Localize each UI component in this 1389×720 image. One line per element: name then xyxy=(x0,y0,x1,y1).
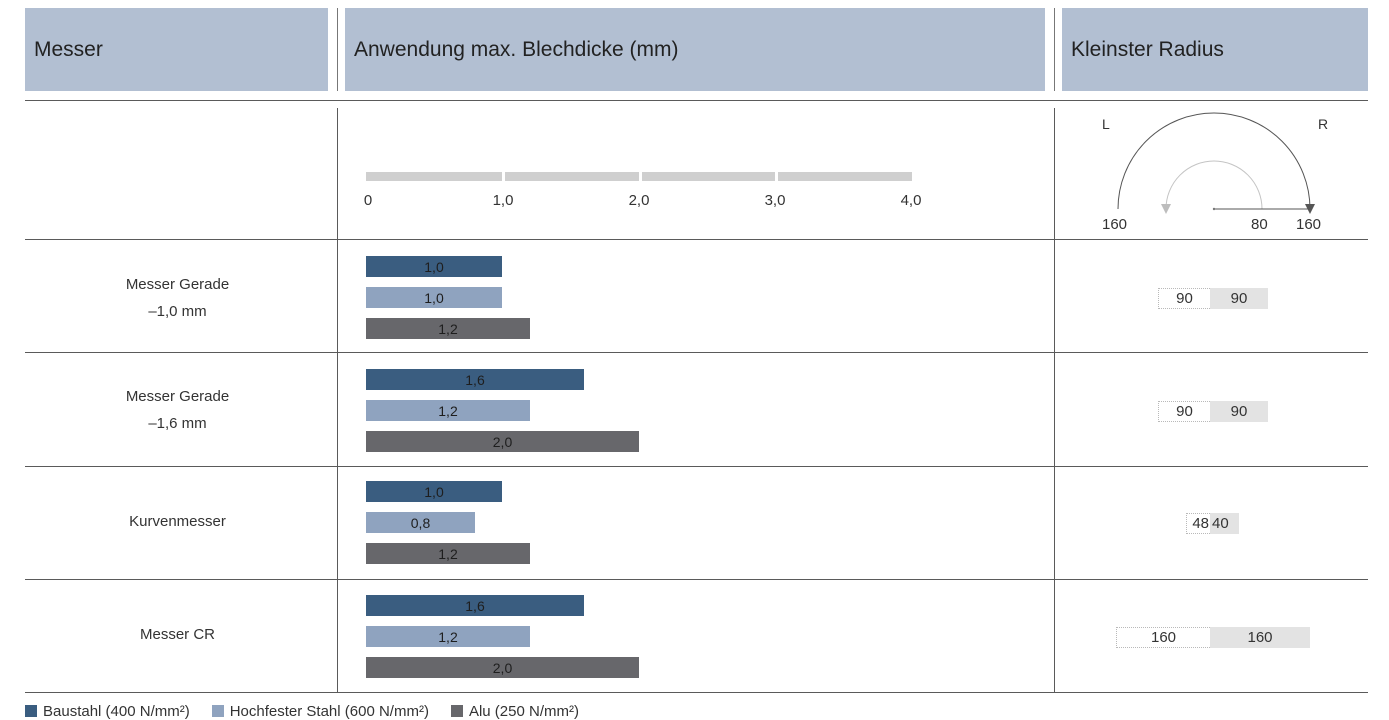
radius-right-value: 40 xyxy=(1212,515,1229,532)
tick-label-1: 1,0 xyxy=(492,192,514,209)
radius-right-box: 90 xyxy=(1210,401,1268,422)
radius-left-box: 90 xyxy=(1158,288,1210,309)
row-label-line2: –1,0 mm xyxy=(148,303,207,320)
grid-line xyxy=(25,579,1368,580)
legend-item-hochfester-stahl: Hochfester Stahl (600 N/mm²) xyxy=(211,703,429,720)
radius-left-value: 48 xyxy=(1192,515,1209,532)
tick-label-0: 0 xyxy=(363,192,373,209)
diagram-label-r: R xyxy=(1318,116,1329,132)
scale-divider xyxy=(775,172,778,181)
row-label-messer-cr: Messer CR xyxy=(25,621,330,648)
legend-swatch xyxy=(25,705,37,717)
legend-label: Baustahl (400 N/mm²) xyxy=(43,703,190,720)
row-label-line1: Messer CR xyxy=(139,626,215,643)
column-divider-2 xyxy=(1054,108,1055,692)
bar-hochfester-stahl: 0,8 xyxy=(366,512,475,533)
bar-value-label: 1,0 xyxy=(424,483,444,500)
radius-right-box: 90 xyxy=(1210,288,1268,309)
diagram-label-160-left: 160 xyxy=(1102,216,1128,233)
inner-radius-arc xyxy=(1161,160,1263,214)
bar-baustahl: 1,6 xyxy=(366,595,584,616)
bar-hochfester-stahl: 1,0 xyxy=(366,287,502,308)
radius-right-box: 40 xyxy=(1210,513,1239,534)
row-label-line2: –1,6 mm xyxy=(148,415,207,432)
header-radius-label: Kleinster Radius xyxy=(1071,37,1224,61)
diagram-label-l: L xyxy=(1102,116,1110,132)
bar-value-label: 1,0 xyxy=(424,258,444,275)
bar-value-label: 1,6 xyxy=(465,371,485,388)
bar-alu: 2,0 xyxy=(366,657,639,678)
diagram-label-160-right: 160 xyxy=(1296,216,1322,233)
bar-hochfester-stahl: 1,2 xyxy=(366,626,530,647)
tick-label-2: 2,0 xyxy=(628,192,650,209)
grid-line xyxy=(25,100,1368,101)
grid-line xyxy=(25,352,1368,353)
grid-line xyxy=(25,239,1368,240)
scale-divider xyxy=(639,172,642,181)
header-blechdicke: Anwendung max. Blechdicke (mm) xyxy=(345,8,1045,91)
bar-value-label: 2,0 xyxy=(492,433,513,450)
radius-right-value: 90 xyxy=(1230,290,1248,307)
radius-left-value: 90 xyxy=(1176,290,1193,307)
grid-line xyxy=(25,692,1368,693)
header-blechdicke-label: Anwendung max. Blechdicke (mm) xyxy=(354,37,679,61)
legend-label: Hochfester Stahl (600 N/mm²) xyxy=(229,703,429,720)
bar-value-label: 0,8 xyxy=(410,514,431,531)
row-label-messer-gerade-16: Messer Gerade –1,6 mm xyxy=(25,383,330,437)
legend-item-alu: Alu (250 N/mm²) xyxy=(450,703,579,720)
bar-baustahl: 1,0 xyxy=(366,256,502,277)
header-messer-label: Messer xyxy=(34,37,103,61)
bar-value-label: 1,2 xyxy=(438,402,458,419)
bar-value-label: 1,2 xyxy=(438,320,458,337)
bar-alu: 1,2 xyxy=(366,318,530,339)
row-label-line1: Messer Gerade xyxy=(125,276,230,293)
grid-line xyxy=(25,466,1368,467)
scale-divider xyxy=(502,172,505,181)
tick-label-3: 3,0 xyxy=(764,192,786,209)
header-separator-1 xyxy=(337,8,338,91)
legend-label: Alu (250 N/mm²) xyxy=(468,703,579,720)
header-radius: Kleinster Radius xyxy=(1062,8,1368,91)
radius-left-box: 48 xyxy=(1186,513,1210,534)
radius-left-value: 160 xyxy=(1150,629,1177,646)
legend: Baustahl (400 N/mm²) Hochfester Stahl (6… xyxy=(25,703,579,720)
radius-right-value: 90 xyxy=(1230,403,1248,420)
legend-swatch xyxy=(211,705,224,717)
bar-value-label: 2,0 xyxy=(492,659,513,676)
outer-radius-arc xyxy=(1117,112,1315,214)
radius-right-box: 160 xyxy=(1210,627,1310,648)
row-label-line1: Messer Gerade xyxy=(125,388,230,405)
bar-alu: 2,0 xyxy=(366,431,639,452)
bar-value-label: 1,2 xyxy=(438,545,458,562)
bar-baustahl: 1,6 xyxy=(366,369,584,390)
radius-left-box: 160 xyxy=(1116,627,1210,648)
row-label-line1: Kurvenmesser xyxy=(129,513,226,530)
tick-label-4: 4,0 xyxy=(900,192,922,209)
radius-left-value: 90 xyxy=(1176,403,1193,420)
bar-value-label: 1,2 xyxy=(438,628,458,645)
radius-left-box: 90 xyxy=(1158,401,1210,422)
radius-right-value: 160 xyxy=(1247,629,1273,646)
bar-alu: 1,2 xyxy=(366,543,530,564)
legend-item-baustahl: Baustahl (400 N/mm²) xyxy=(25,703,190,720)
thickness-scale xyxy=(366,172,912,181)
legend-swatch xyxy=(450,705,463,717)
bar-value-label: 1,6 xyxy=(465,597,485,614)
header-separator-2 xyxy=(1054,8,1055,91)
column-divider-1 xyxy=(337,108,338,692)
header-messer: Messer xyxy=(25,8,328,91)
bar-baustahl: 1,0 xyxy=(366,481,502,502)
row-label-kurvenmesser: Kurvenmesser xyxy=(25,508,330,535)
bar-hochfester-stahl: 1,2 xyxy=(366,400,530,421)
center-point xyxy=(1212,207,1216,211)
row-label-messer-gerade-10: Messer Gerade –1,0 mm xyxy=(25,271,330,325)
bar-value-label: 1,0 xyxy=(424,289,444,306)
diagram-label-80: 80 xyxy=(1251,216,1268,233)
radius-diagram xyxy=(1117,112,1315,214)
